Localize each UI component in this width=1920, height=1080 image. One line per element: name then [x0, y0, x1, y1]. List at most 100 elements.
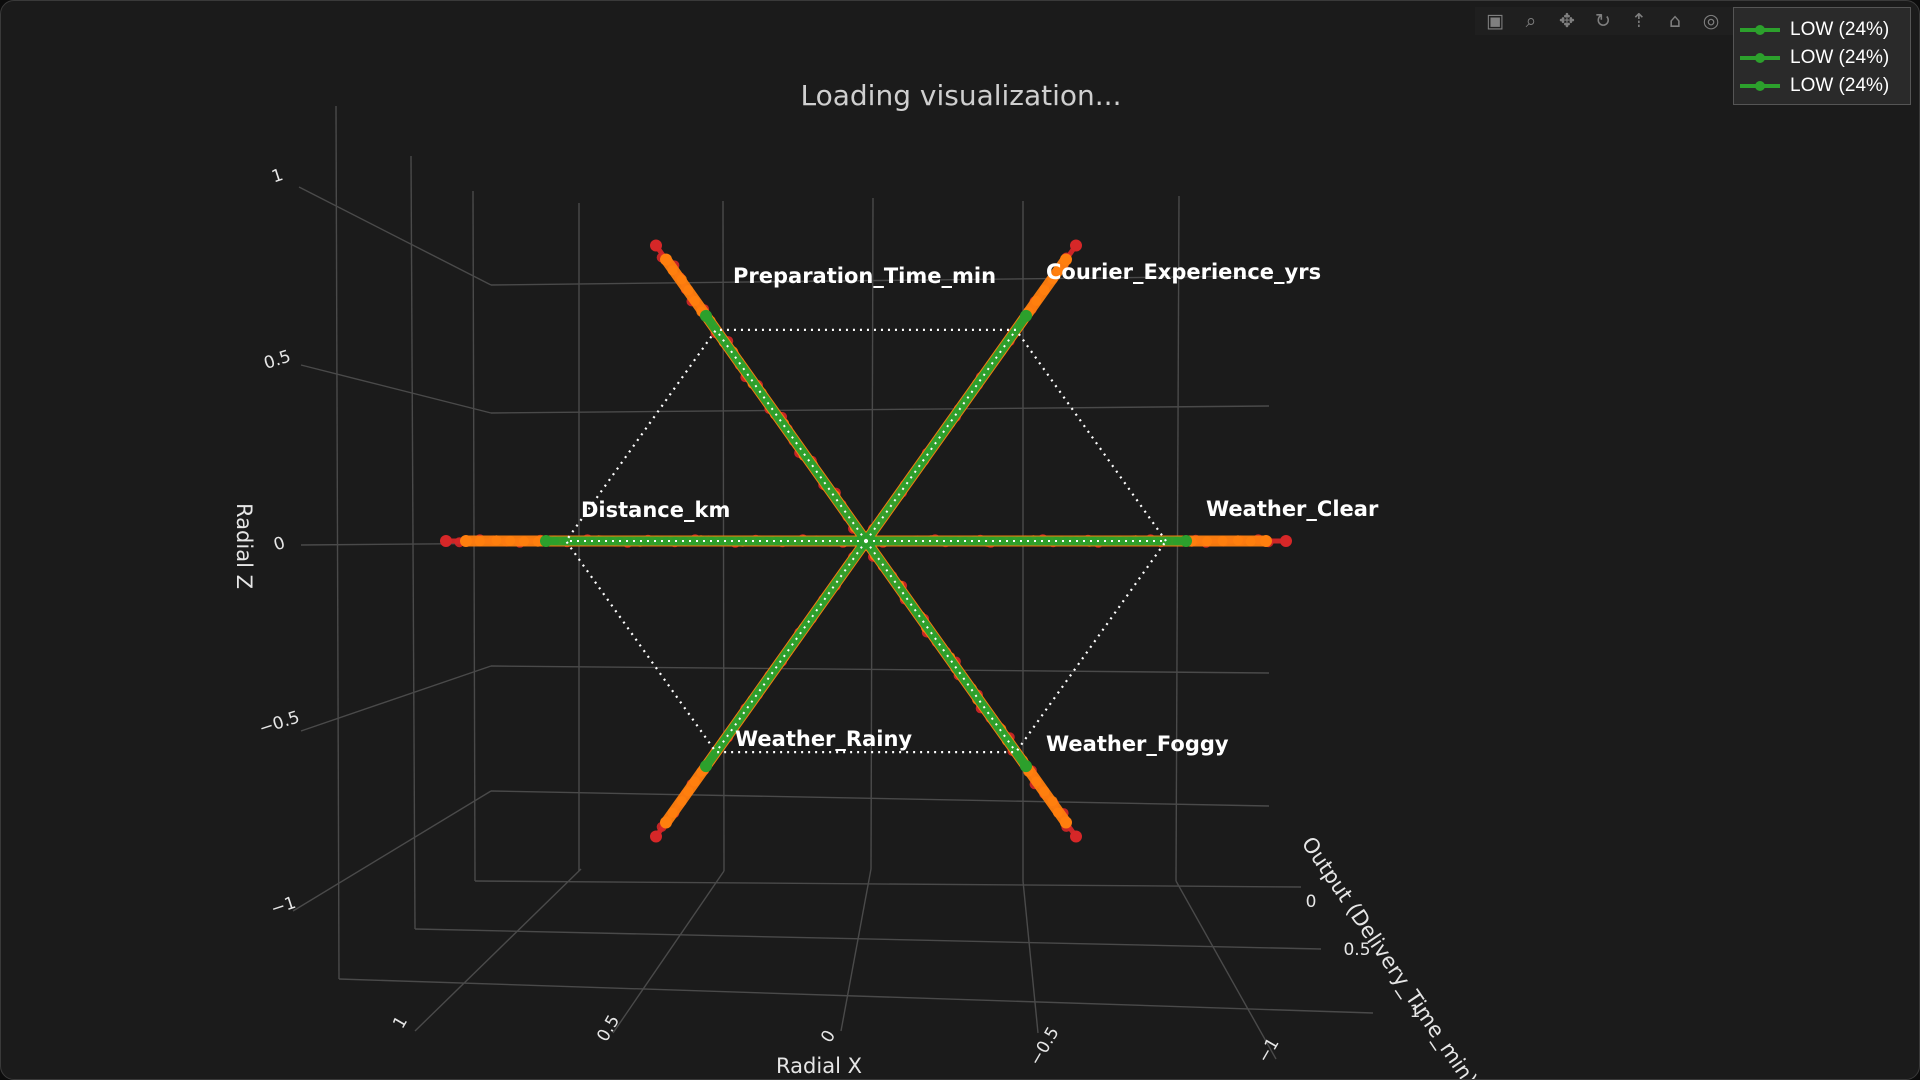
series-point — [683, 786, 694, 797]
grid-line — [298, 186, 492, 286]
series-point — [971, 690, 980, 699]
z-tick-label: −1 — [268, 893, 298, 920]
axis-title-z: Radial Z — [232, 503, 256, 589]
series-point — [676, 274, 687, 285]
series-endpoint — [1060, 816, 1072, 829]
x-tick-label: −0.5 — [1026, 1024, 1064, 1070]
legend-item[interactable]: LOW (24%) — [1734, 17, 1910, 43]
spoke-label: Preparation_Time_min — [733, 264, 996, 288]
orbit-rotation-icon[interactable]: ↻ — [1595, 10, 1611, 32]
x-tick-label: 0 — [817, 1027, 840, 1046]
series-point — [689, 776, 700, 787]
series-point — [738, 710, 747, 719]
series-point — [771, 664, 780, 673]
y-tick-label: 0 — [1306, 892, 1317, 912]
series-point — [474, 536, 485, 547]
series-point — [782, 537, 790, 545]
series-point — [1015, 537, 1024, 545]
grid-line — [300, 364, 492, 414]
series-endpoint — [1060, 253, 1072, 266]
grid-line — [490, 790, 1270, 807]
series-point — [752, 690, 761, 699]
series-point — [952, 409, 961, 418]
series-point — [920, 619, 929, 628]
x-tick-label: 0.5 — [593, 1012, 624, 1045]
series-point — [1232, 535, 1243, 546]
series-point — [578, 537, 587, 545]
axis-title-x: Radial X — [776, 1054, 862, 1078]
series-point — [606, 537, 615, 545]
series-endpoint — [1180, 535, 1192, 547]
series-point — [1062, 537, 1070, 545]
series-point — [1126, 537, 1135, 545]
legend-label: LOW (24%) — [1790, 19, 1890, 40]
grid-line — [490, 275, 1270, 286]
spoke-label: Weather_Clear — [1206, 497, 1379, 521]
grid-line — [490, 405, 1270, 414]
legend-item[interactable]: LOW (24%) — [1734, 45, 1910, 71]
series-point — [822, 593, 830, 602]
series-point — [752, 383, 761, 392]
series-point — [1047, 796, 1058, 807]
series-point — [971, 383, 980, 392]
grid-line — [612, 870, 725, 1034]
series-point — [951, 537, 960, 545]
series-point — [938, 645, 947, 654]
series-point — [597, 537, 606, 545]
series-point — [1025, 537, 1034, 545]
series-point — [1003, 736, 1012, 745]
series-endpoint — [1020, 760, 1032, 773]
grid-line — [414, 868, 582, 1032]
camera-icon[interactable]: ▣ — [1486, 10, 1504, 32]
legend-label: LOW (24%) — [1790, 47, 1890, 68]
series-point — [997, 537, 1006, 545]
reference-spoke — [865, 329, 1017, 542]
series-point — [667, 807, 678, 818]
spoke-label: Weather_Foggy — [1046, 732, 1229, 756]
legend-item[interactable]: LOW (24%) — [1734, 73, 1910, 99]
series-point — [726, 537, 735, 545]
series-point — [772, 537, 781, 545]
turntable-rotation-icon[interactable]: ⇡ — [1631, 10, 1647, 32]
series-point — [985, 710, 994, 719]
reset-camera-icon[interactable]: ⌂ — [1668, 10, 1682, 32]
series-endpoint — [1260, 535, 1272, 547]
series-point — [708, 537, 717, 545]
z-tick-label: 1 — [269, 165, 285, 187]
series-point — [1012, 749, 1021, 758]
zoom-icon[interactable]: ⌕ — [1525, 10, 1537, 32]
hover-closest-icon[interactable]: ◎ — [1702, 10, 1720, 32]
grid-line — [410, 155, 416, 930]
z-tick-label: −0.5 — [257, 707, 302, 739]
series-point — [920, 454, 929, 463]
series-point — [1043, 537, 1052, 545]
grid-line — [1175, 880, 1277, 1060]
z-tick-label: 0 — [271, 533, 287, 555]
series-point — [1034, 537, 1043, 545]
series-endpoint — [660, 816, 672, 829]
series-point — [491, 535, 502, 546]
series-point — [771, 409, 780, 418]
chart-title: Loading visualization... — [800, 79, 1122, 112]
series-endpoint — [700, 760, 712, 773]
x-tick-label: 1 — [389, 1013, 412, 1032]
legend-swatch — [1734, 73, 1780, 99]
series-endpoint — [1070, 239, 1082, 252]
y-tick-label: 0.5 — [1343, 940, 1370, 960]
series-endpoint — [650, 239, 662, 252]
pan-icon[interactable]: ✥ — [1559, 10, 1575, 32]
series-point — [1245, 536, 1256, 547]
series-point — [803, 619, 812, 628]
series-point — [569, 537, 578, 545]
grid-line — [292, 790, 492, 912]
axis-title-y: Output (Delivery_Time_min) — [1296, 832, 1482, 1080]
series-point — [720, 736, 729, 745]
series-point — [711, 324, 720, 333]
series-point — [785, 428, 794, 437]
grid-line — [840, 868, 872, 1032]
series-point — [978, 537, 987, 545]
series-point — [985, 363, 994, 372]
reference-spoke — [715, 329, 867, 542]
series-point — [505, 535, 516, 546]
